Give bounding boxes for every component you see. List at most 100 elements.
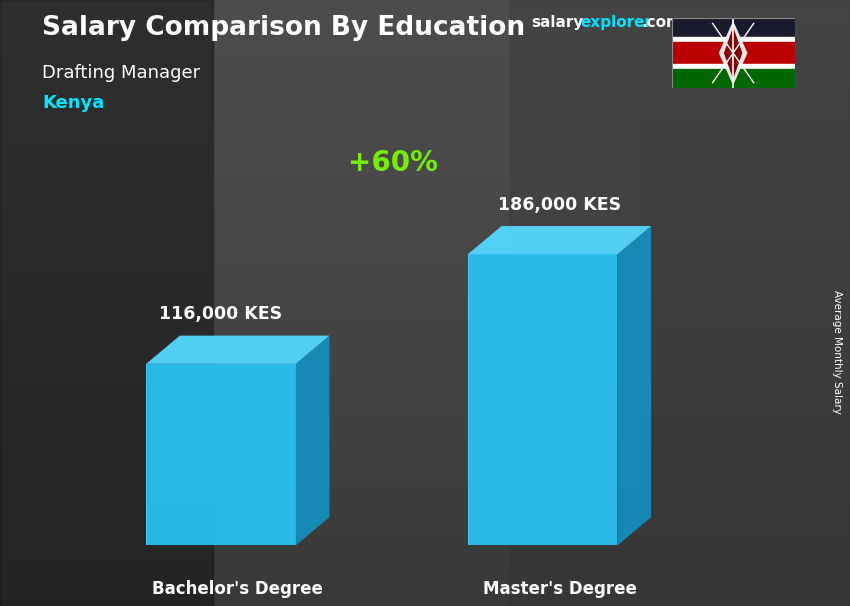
Bar bbox=[0, 273, 850, 279]
Bar bbox=[0, 0, 212, 606]
Bar bbox=[0, 558, 850, 564]
Bar bbox=[0, 164, 850, 170]
Bar bbox=[0, 491, 850, 497]
Bar bbox=[0, 412, 850, 418]
Bar bbox=[0, 109, 850, 115]
Bar bbox=[0, 430, 850, 436]
Bar bbox=[0, 194, 850, 200]
Bar bbox=[0, 267, 850, 273]
Bar bbox=[672, 18, 795, 38]
Text: Salary Comparison By Education: Salary Comparison By Education bbox=[42, 15, 525, 41]
Bar bbox=[0, 327, 850, 333]
Bar bbox=[0, 176, 850, 182]
Bar bbox=[672, 68, 795, 88]
Bar bbox=[0, 576, 850, 582]
Bar bbox=[0, 376, 850, 382]
Bar bbox=[0, 527, 850, 533]
Bar bbox=[0, 285, 850, 291]
Polygon shape bbox=[724, 27, 742, 79]
Bar bbox=[0, 55, 850, 61]
Bar bbox=[0, 339, 850, 345]
Bar bbox=[0, 454, 850, 461]
Text: Average Monthly Salary: Average Monthly Salary bbox=[832, 290, 842, 413]
Bar bbox=[0, 206, 850, 212]
Bar bbox=[0, 139, 850, 145]
Polygon shape bbox=[146, 336, 330, 364]
Bar bbox=[0, 97, 850, 103]
Polygon shape bbox=[468, 255, 617, 545]
Bar bbox=[0, 12, 850, 18]
Bar bbox=[0, 515, 850, 521]
Bar bbox=[0, 182, 850, 188]
Bar bbox=[0, 85, 850, 91]
Bar bbox=[0, 485, 850, 491]
Bar bbox=[0, 588, 850, 594]
Bar bbox=[0, 406, 850, 412]
Bar bbox=[0, 539, 850, 545]
Bar bbox=[0, 67, 850, 73]
Bar bbox=[0, 170, 850, 176]
Bar bbox=[0, 388, 850, 394]
Bar bbox=[0, 461, 850, 467]
Bar bbox=[0, 48, 850, 55]
Bar bbox=[0, 309, 850, 315]
Bar bbox=[212, 121, 638, 485]
Text: +60%: +60% bbox=[348, 150, 438, 178]
Bar bbox=[0, 370, 850, 376]
Bar bbox=[0, 279, 850, 285]
Bar bbox=[0, 479, 850, 485]
Bar bbox=[0, 521, 850, 527]
Bar bbox=[0, 297, 850, 303]
Polygon shape bbox=[296, 336, 330, 545]
Text: salary: salary bbox=[531, 15, 584, 30]
Bar bbox=[0, 115, 850, 121]
Bar bbox=[0, 358, 850, 364]
Bar bbox=[0, 212, 850, 218]
Bar bbox=[0, 564, 850, 570]
Bar bbox=[0, 121, 850, 127]
Bar bbox=[0, 473, 850, 479]
Bar bbox=[0, 315, 850, 321]
Bar bbox=[0, 345, 850, 351]
Bar bbox=[0, 255, 850, 261]
Bar bbox=[0, 224, 850, 230]
Bar bbox=[0, 400, 850, 406]
Bar bbox=[0, 158, 850, 164]
Bar bbox=[0, 188, 850, 194]
Bar bbox=[0, 0, 850, 6]
Bar bbox=[0, 248, 850, 255]
Bar bbox=[0, 145, 850, 152]
Text: explorer: explorer bbox=[581, 15, 653, 30]
Bar bbox=[510, 0, 850, 606]
Text: Kenya: Kenya bbox=[42, 94, 105, 112]
Bar bbox=[0, 503, 850, 509]
Bar bbox=[0, 448, 850, 454]
Polygon shape bbox=[617, 226, 651, 545]
Bar bbox=[0, 73, 850, 79]
Bar bbox=[672, 64, 795, 68]
Bar bbox=[0, 333, 850, 339]
Bar bbox=[0, 467, 850, 473]
Bar bbox=[0, 79, 850, 85]
Bar bbox=[0, 533, 850, 539]
Bar bbox=[0, 582, 850, 588]
Bar bbox=[0, 261, 850, 267]
Text: Bachelor's Degree: Bachelor's Degree bbox=[152, 580, 323, 598]
Text: Drafting Manager: Drafting Manager bbox=[42, 64, 201, 82]
Bar bbox=[0, 18, 850, 24]
Bar bbox=[0, 152, 850, 158]
Bar bbox=[0, 545, 850, 551]
Bar bbox=[0, 436, 850, 442]
Text: Master's Degree: Master's Degree bbox=[483, 580, 637, 598]
Bar bbox=[0, 600, 850, 606]
Bar bbox=[672, 42, 795, 64]
Bar bbox=[0, 30, 850, 36]
Bar bbox=[0, 424, 850, 430]
Bar bbox=[0, 509, 850, 515]
Bar bbox=[0, 382, 850, 388]
Bar bbox=[0, 42, 850, 48]
Bar bbox=[0, 91, 850, 97]
Text: 186,000 KES: 186,000 KES bbox=[498, 196, 621, 213]
Bar bbox=[0, 570, 850, 576]
Bar bbox=[0, 303, 850, 309]
